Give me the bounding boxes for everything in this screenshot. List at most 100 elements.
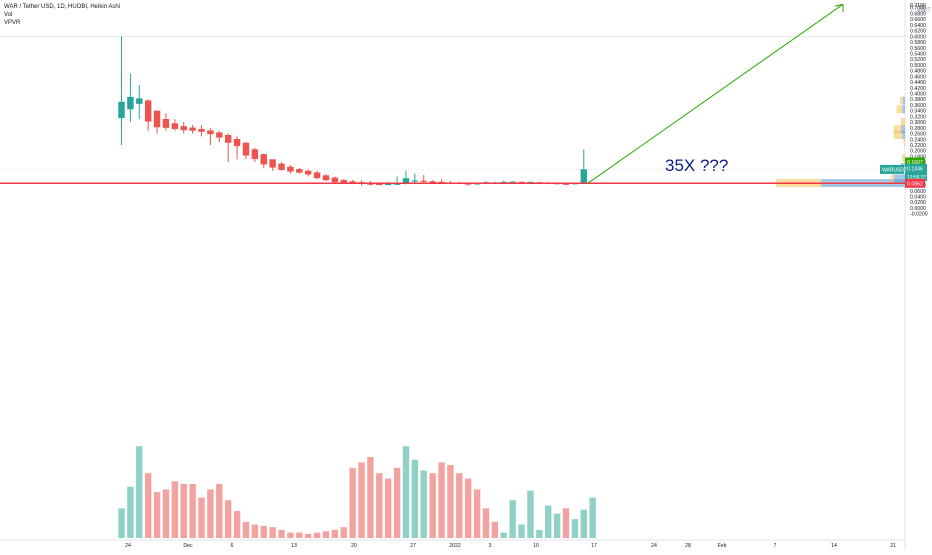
- countdown-label: 13:56:37: [907, 175, 927, 181]
- projection-arrow-line[interactable]: [587, 3, 844, 184]
- volume-bar: [278, 529, 285, 538]
- time-tick-label: 7: [774, 543, 777, 549]
- candle-body[interactable]: [562, 183, 570, 185]
- time-tick-label: 3: [489, 543, 492, 549]
- candle-body[interactable]: [216, 132, 223, 138]
- volume-bar: [180, 484, 187, 538]
- candle-body[interactable]: [322, 175, 330, 181]
- candle-body[interactable]: [180, 126, 187, 131]
- candle-body[interactable]: [224, 134, 232, 143]
- candle-body[interactable]: [136, 98, 143, 104]
- price-label-last: 0.1346: [907, 166, 923, 172]
- vpvr-row-down: [893, 125, 901, 134]
- annotation-text[interactable]: 35X ???: [665, 156, 728, 175]
- time-tick-label: 13: [291, 543, 297, 549]
- candle-body[interactable]: [278, 163, 285, 170]
- countdown-bg: [905, 172, 927, 181]
- candle-body[interactable]: [171, 123, 179, 129]
- time-tick-label: 14: [831, 543, 837, 549]
- time-tick-label: 10: [533, 543, 539, 549]
- volume-bar: [313, 532, 321, 538]
- time-tick-label: 27: [410, 543, 416, 549]
- volume-bar: [287, 532, 294, 538]
- symbol-title[interactable]: WAR / Tether USD, 1D, HUOBI, Heikin Ashi: [4, 4, 121, 10]
- volume-bar: [518, 524, 525, 538]
- volume-bar: [304, 533, 312, 538]
- candle-body[interactable]: [340, 179, 347, 183]
- candle-body[interactable]: [144, 100, 152, 122]
- volume-bar: [509, 500, 516, 538]
- volume-bar: [482, 508, 490, 538]
- price-tick-label: 0.5800: [910, 40, 926, 46]
- price-tick-label: 0.2200: [910, 143, 926, 149]
- candle-body[interactable]: [269, 159, 276, 168]
- candle-body[interactable]: [242, 142, 250, 156]
- price-tick-label: 0.4400: [910, 80, 926, 86]
- vpvr-row-up: [902, 105, 905, 114]
- candle-body[interactable]: [127, 96, 134, 110]
- candle-body[interactable]: [411, 180, 419, 182]
- price-tick-label: 0.1800: [910, 154, 926, 160]
- candle-body[interactable]: [376, 183, 383, 186]
- time-tick-label: 17: [591, 543, 597, 549]
- candle-body[interactable]: [304, 170, 312, 175]
- volume-bar: [242, 521, 250, 538]
- price-tick-label: 0.4600: [910, 74, 926, 80]
- candle-body[interactable]: [331, 177, 339, 183]
- vpvr-row-down: [896, 105, 903, 114]
- candle-body[interactable]: [527, 181, 534, 184]
- candle-body[interactable]: [402, 178, 410, 184]
- volume-bar: [562, 508, 570, 538]
- candle-body[interactable]: [233, 138, 241, 147]
- candle-body[interactable]: [429, 181, 436, 183]
- candle-body[interactable]: [509, 181, 516, 183]
- vpvr-row-down: [891, 174, 894, 183]
- candle-body[interactable]: [438, 181, 445, 184]
- price-label-green: 0.1607: [907, 160, 923, 166]
- candle-body[interactable]: [251, 149, 259, 160]
- candle-body[interactable]: [260, 154, 267, 165]
- volume-bar: [349, 467, 356, 538]
- volume-bar: [331, 529, 339, 538]
- volume-bar: [162, 489, 170, 538]
- vpvr-row-down: [900, 118, 905, 127]
- projection-arrow-head: [834, 3, 844, 13]
- volume-bar: [118, 508, 125, 538]
- volume-bar: [491, 521, 499, 538]
- vpvr-row-down: [903, 138, 905, 147]
- volume-indicator-label[interactable]: Vol: [4, 12, 13, 18]
- candle-body[interactable]: [162, 118, 170, 128]
- vpvr-indicator-label[interactable]: VPVR: [4, 20, 21, 26]
- time-tick-label: 21: [890, 543, 896, 549]
- volume-bar: [527, 490, 534, 538]
- support-price-label: 0.0862: [907, 181, 923, 187]
- candle-body[interactable]: [296, 169, 303, 173]
- candle-body[interactable]: [518, 181, 525, 184]
- candle-body[interactable]: [153, 110, 161, 128]
- candle-body[interactable]: [385, 183, 392, 186]
- volume-bar: [340, 527, 347, 538]
- candle-body[interactable]: [198, 128, 205, 132]
- volume-bar: [411, 459, 419, 538]
- candle-body[interactable]: [580, 169, 587, 184]
- candle-body[interactable]: [287, 166, 294, 172]
- price-tick-label: 0.2600: [910, 132, 926, 138]
- candle-body[interactable]: [393, 183, 401, 185]
- time-tick-label: 20: [351, 543, 357, 549]
- candle-body[interactable]: [349, 181, 356, 184]
- candle-body[interactable]: [500, 181, 507, 184]
- volume-bar: [189, 484, 196, 538]
- candle-body[interactable]: [313, 172, 321, 179]
- volume-bar: [589, 497, 596, 538]
- volume-bar: [233, 511, 241, 538]
- time-tick-label: 2022: [449, 543, 461, 549]
- candle-body[interactable]: [420, 180, 427, 182]
- chart-legend: WAR / Tether USD, 1D, HUOBI, Heikin Ashi…: [4, 3, 120, 27]
- currency-label: USDT: [917, 8, 931, 14]
- candle-body[interactable]: [189, 127, 196, 131]
- vpvr-row-up: [893, 174, 905, 183]
- candle-body[interactable]: [207, 130, 214, 135]
- candle-body[interactable]: [118, 101, 125, 119]
